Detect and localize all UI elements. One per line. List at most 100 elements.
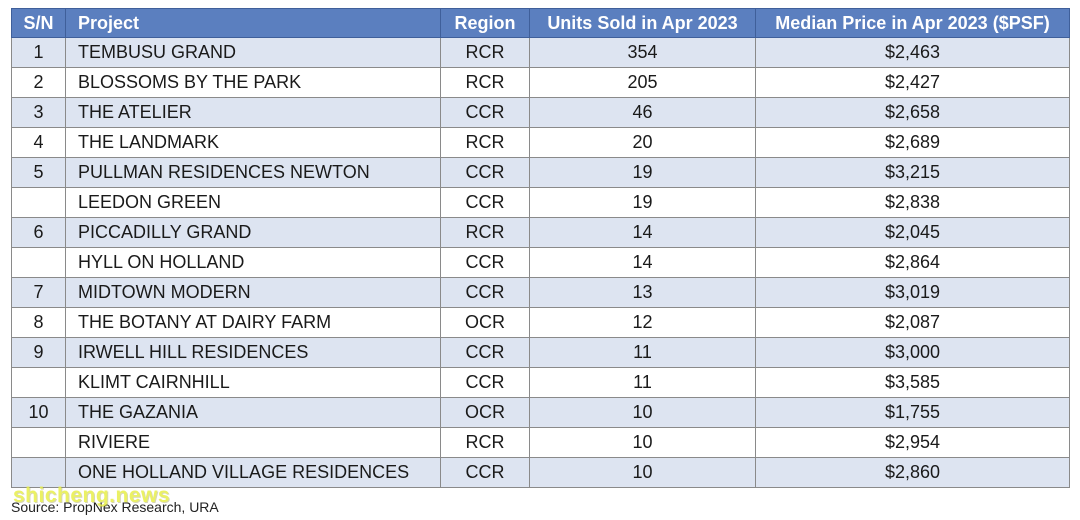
cell-sn: 10: [11, 397, 66, 428]
cell-project: KLIMT CAIRNHILL: [65, 367, 441, 398]
table-row: 1 TEMBUSU GRAND RCR 354 $2,463: [11, 37, 1070, 68]
table-row: 3 THE ATELIER CCR 46 $2,658: [11, 97, 1070, 128]
cell-sn: [11, 247, 66, 278]
cell-project: TEMBUSU GRAND: [65, 37, 441, 68]
top-projects-table: S/N Project Region Units Sold in Apr 202…: [11, 8, 1070, 488]
cell-region: CCR: [440, 97, 530, 128]
cell-median-price: $2,864: [755, 247, 1070, 278]
cell-region: RCR: [440, 37, 530, 68]
cell-region: OCR: [440, 307, 530, 338]
cell-project: IRWELL HILL RESIDENCES: [65, 337, 441, 368]
cell-project: ONE HOLLAND VILLAGE RESIDENCES: [65, 457, 441, 488]
cell-median-price: $2,463: [755, 37, 1070, 68]
cell-sn: 3: [11, 97, 66, 128]
cell-median-price: $1,755: [755, 397, 1070, 428]
cell-units-sold: 12: [529, 307, 756, 338]
cell-region: CCR: [440, 187, 530, 218]
cell-units-sold: 10: [529, 427, 756, 458]
header-project: Project: [65, 8, 441, 38]
header-sn: S/N: [11, 8, 66, 38]
cell-units-sold: 19: [529, 157, 756, 188]
cell-region: RCR: [440, 67, 530, 98]
watermark-logo: shicheng.news: [13, 484, 171, 507]
table-row: 4 THE LANDMARK RCR 20 $2,689: [11, 127, 1070, 158]
cell-region: CCR: [440, 457, 530, 488]
cell-units-sold: 10: [529, 457, 756, 488]
table-row: 8 THE BOTANY AT DAIRY FARM OCR 12 $2,087: [11, 307, 1070, 338]
cell-sn: [11, 367, 66, 398]
source-note: Source: PropNex Research, URA: [11, 499, 219, 515]
cell-units-sold: 19: [529, 187, 756, 218]
cell-median-price: $2,045: [755, 217, 1070, 248]
cell-sn: 7: [11, 277, 66, 308]
table-row: 7 MIDTOWN MODERN CCR 13 $3,019: [11, 277, 1070, 308]
table-row: LEEDON GREEN CCR 19 $2,838: [11, 187, 1070, 218]
cell-units-sold: 20: [529, 127, 756, 158]
cropped-title-strip: [0, 0, 1080, 8]
cell-region: OCR: [440, 397, 530, 428]
cell-project: BLOSSOMS BY THE PARK: [65, 67, 441, 98]
table-row: ONE HOLLAND VILLAGE RESIDENCES CCR 10 $2,86…: [11, 457, 1070, 488]
cell-project: RIVIERE: [65, 427, 441, 458]
cell-sn: 6: [11, 217, 66, 248]
table-row: 9 IRWELL HILL RESIDENCES CCR 11 $3,000: [11, 337, 1070, 368]
table-row: 6 PICCADILLY GRAND RCR 14 $2,045: [11, 217, 1070, 248]
cell-units-sold: 13: [529, 277, 756, 308]
cell-sn: 5: [11, 157, 66, 188]
cell-units-sold: 10: [529, 397, 756, 428]
cell-sn: [11, 427, 66, 458]
header-region: Region: [440, 8, 530, 38]
cell-units-sold: 46: [529, 97, 756, 128]
table-row: 10 THE GAZANIA OCR 10 $1,755: [11, 397, 1070, 428]
cell-region: CCR: [440, 337, 530, 368]
cell-sn: 8: [11, 307, 66, 338]
cell-region: CCR: [440, 367, 530, 398]
cell-region: CCR: [440, 247, 530, 278]
cell-sn: [11, 457, 66, 488]
cell-project: HYLL ON HOLLAND: [65, 247, 441, 278]
cell-median-price: $2,658: [755, 97, 1070, 128]
header-units-sold: Units Sold in Apr 2023: [529, 8, 756, 38]
cell-units-sold: 14: [529, 217, 756, 248]
cell-units-sold: 354: [529, 37, 756, 68]
cell-project: THE BOTANY AT DAIRY FARM: [65, 307, 441, 338]
cell-sn: [11, 187, 66, 218]
cell-median-price: $2,427: [755, 67, 1070, 98]
cell-median-price: $3,585: [755, 367, 1070, 398]
cell-project: THE LANDMARK: [65, 127, 441, 158]
cell-region: CCR: [440, 277, 530, 308]
cell-project: MIDTOWN MODERN: [65, 277, 441, 308]
table-row: KLIMT CAIRNHILL CCR 11 $3,585: [11, 367, 1070, 398]
cell-sn: 4: [11, 127, 66, 158]
cell-project: THE GAZANIA: [65, 397, 441, 428]
cell-sn: 1: [11, 37, 66, 68]
header-median-price: Median Price in Apr 2023 ($PSF): [755, 8, 1070, 38]
cell-median-price: $2,689: [755, 127, 1070, 158]
cell-median-price: $3,000: [755, 337, 1070, 368]
cell-project: PULLMAN RESIDENCES NEWTON: [65, 157, 441, 188]
cell-units-sold: 205: [529, 67, 756, 98]
table-body: 1 TEMBUSU GRAND RCR 354 $2,463 2 BLOSSOMS BY T…: [11, 37, 1070, 488]
cell-median-price: $3,215: [755, 157, 1070, 188]
cell-median-price: $2,087: [755, 307, 1070, 338]
table-row: HYLL ON HOLLAND CCR 14 $2,864: [11, 247, 1070, 278]
cell-median-price: $2,838: [755, 187, 1070, 218]
cell-project: LEEDON GREEN: [65, 187, 441, 218]
cell-median-price: $2,954: [755, 427, 1070, 458]
table-row: 2 BLOSSOMS BY THE PARK RCR 205 $2,427: [11, 67, 1070, 98]
cell-project: PICCADILLY GRAND: [65, 217, 441, 248]
cell-region: CCR: [440, 157, 530, 188]
cell-region: RCR: [440, 127, 530, 158]
cell-project: THE ATELIER: [65, 97, 441, 128]
cell-region: RCR: [440, 217, 530, 248]
table-row: RIVIERE RCR 10 $2,954: [11, 427, 1070, 458]
cell-median-price: $2,860: [755, 457, 1070, 488]
cell-sn: 9: [11, 337, 66, 368]
cell-median-price: $3,019: [755, 277, 1070, 308]
cell-region: RCR: [440, 427, 530, 458]
cell-units-sold: 14: [529, 247, 756, 278]
cell-units-sold: 11: [529, 367, 756, 398]
cell-units-sold: 11: [529, 337, 756, 368]
cell-sn: 2: [11, 67, 66, 98]
table-header-row: S/N Project Region Units Sold in Apr 202…: [11, 8, 1070, 38]
